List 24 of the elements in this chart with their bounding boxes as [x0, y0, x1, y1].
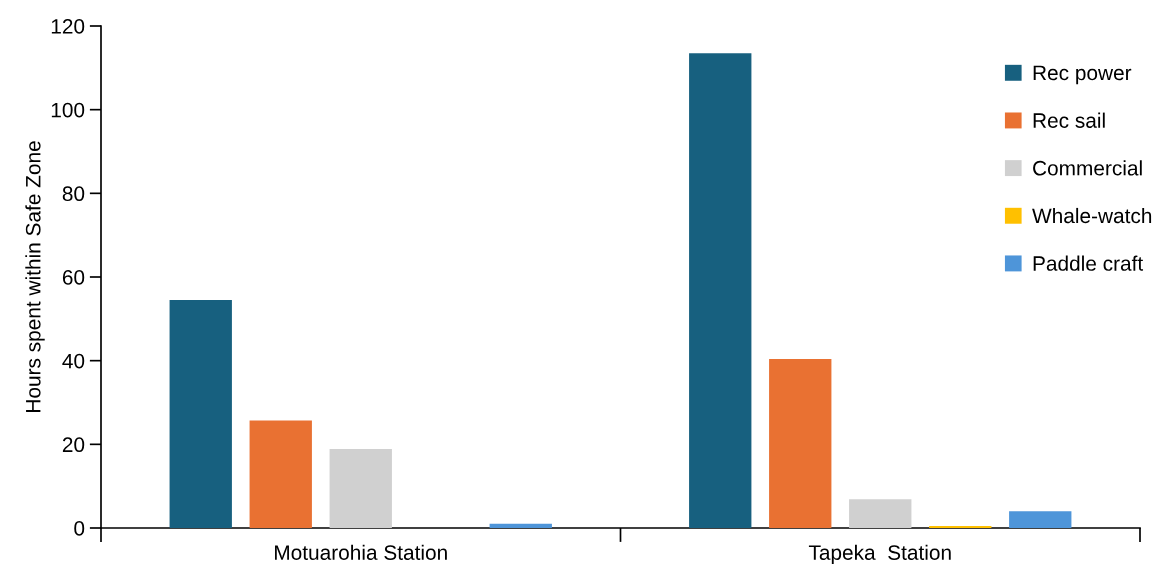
bar: [849, 499, 912, 528]
y-tick-label: 60: [62, 270, 85, 285]
x-tick-label: Tapeka Station: [808, 544, 951, 565]
y-tick-label: 100: [51, 102, 85, 118]
legend-label: Rec sail: [1033, 112, 1105, 128]
y-tick-label: 20: [62, 437, 85, 453]
bar: [769, 358, 832, 528]
legend-label: Commercial: [1033, 160, 1142, 176]
y-tick-label: 0: [74, 521, 85, 536]
legend-label: Rec power: [1033, 65, 1132, 85]
legend-label: Whale-watch: [1032, 207, 1152, 224]
y-tick-label: 80: [62, 186, 85, 202]
bar: [489, 523, 552, 528]
bar: [689, 53, 752, 528]
x-tick-label: Motuarohia Station: [275, 544, 447, 560]
bar: [169, 300, 232, 528]
legend-label: Paddle craft: [1033, 255, 1144, 271]
bar: [249, 420, 312, 528]
bar: [1009, 511, 1072, 528]
bar: [329, 448, 392, 528]
y-axis-title: Hours spent within Safe Zone: [25, 141, 45, 412]
bar: [929, 525, 992, 528]
y-tick-label: 120: [51, 19, 85, 34]
y-tick-label: 40: [62, 353, 85, 369]
